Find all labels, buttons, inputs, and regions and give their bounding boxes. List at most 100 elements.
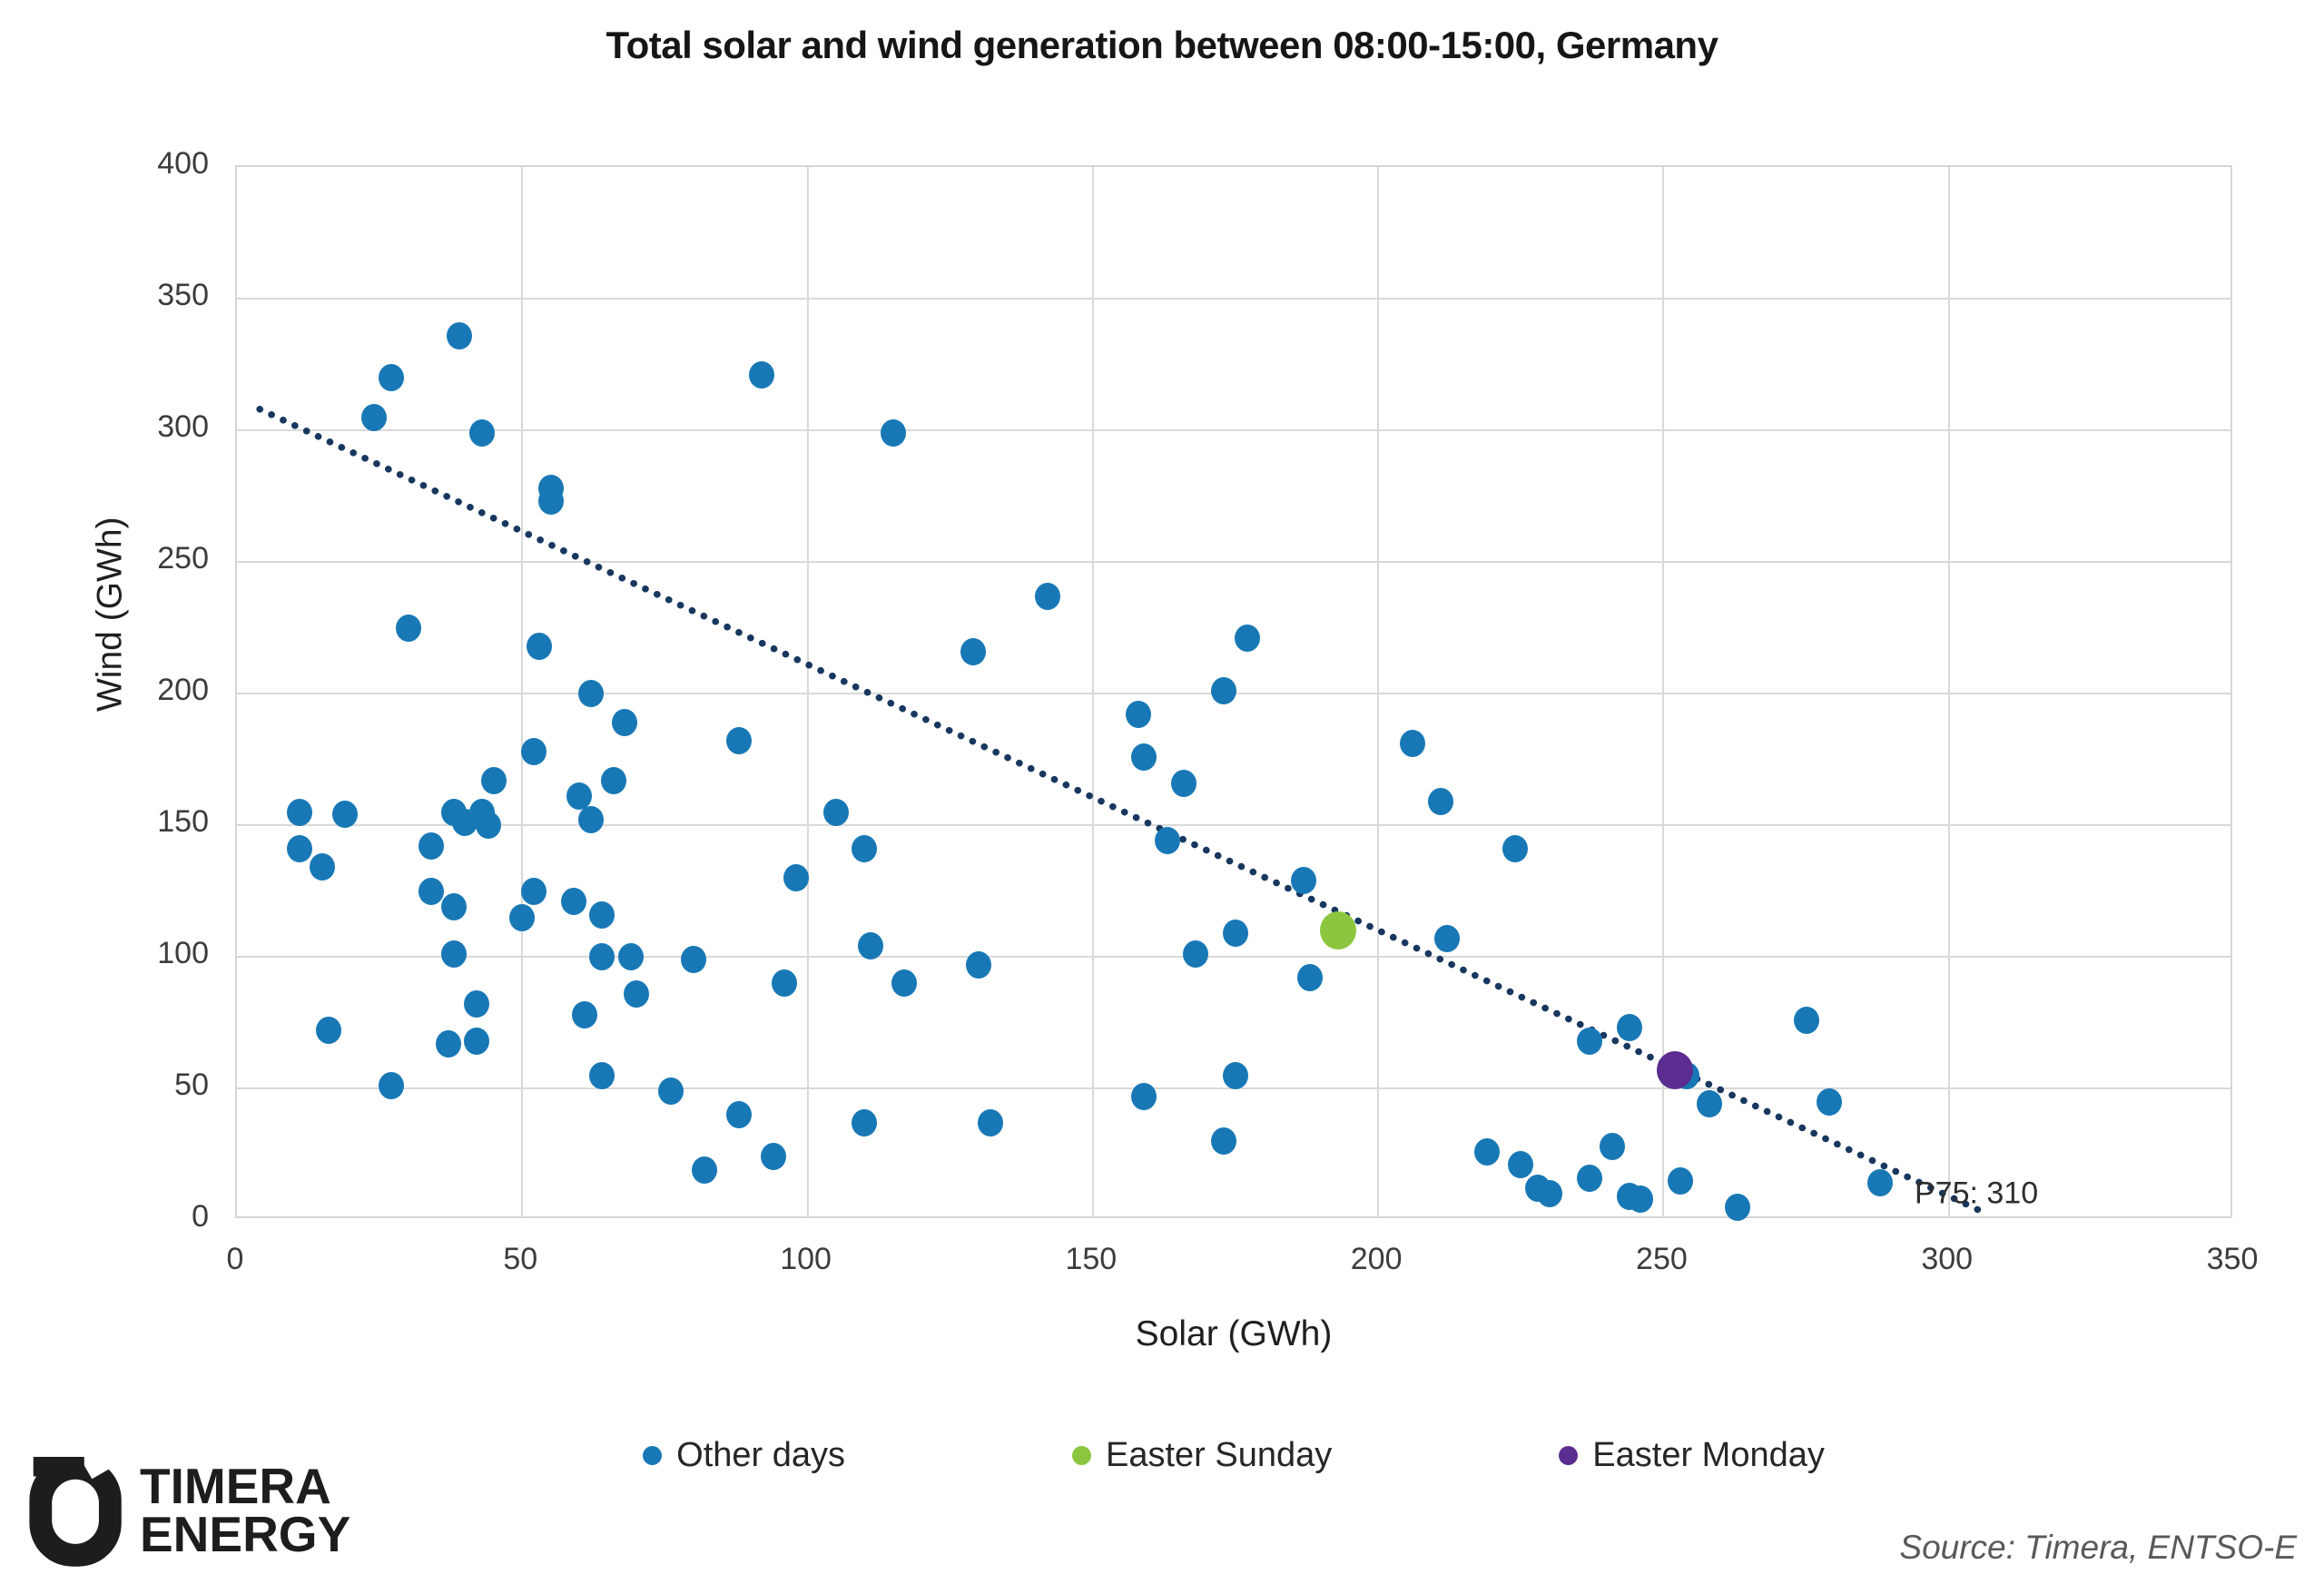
x-tick-label-50: 50	[503, 1242, 538, 1276]
data-point-other-days	[447, 321, 473, 349]
data-point-other-days	[315, 1017, 341, 1045]
legend: Other days Easter Sunday Easter Monday	[235, 1436, 2232, 1475]
data-point-other-days	[1399, 730, 1425, 758]
data-point-other-days	[1473, 1137, 1500, 1166]
legend-item-other-days: Other days	[643, 1436, 845, 1475]
data-point-other-days	[1428, 787, 1454, 815]
gridline-x-250	[1662, 167, 1665, 1216]
data-point-other-days	[783, 864, 809, 891]
data-point-other-days	[657, 1077, 684, 1105]
legend-label: Easter Monday	[1592, 1436, 1825, 1474]
y-tick-label-250: 250	[157, 541, 209, 576]
gridline-x-50	[521, 167, 524, 1216]
gridline-y-300	[237, 429, 2230, 431]
data-point-other-days	[440, 892, 467, 920]
data-point-other-days	[464, 990, 489, 1018]
data-point-other-days	[589, 943, 615, 970]
data-point-other-days	[612, 708, 638, 736]
data-point-other-days	[960, 637, 986, 665]
x-tick-label-0: 0	[226, 1242, 244, 1276]
data-point-other-days	[1668, 1166, 1694, 1195]
data-point-other-days	[823, 798, 849, 826]
data-point-other-days	[1154, 827, 1180, 855]
data-point-other-days	[857, 932, 883, 960]
gridline-y-250	[237, 561, 2230, 563]
data-point-other-days	[589, 900, 615, 929]
data-point-other-days	[1234, 625, 1260, 653]
legend-swatch-icon	[1559, 1446, 1579, 1465]
data-point-other-days	[527, 632, 553, 660]
x-tick-label-350: 350	[2206, 1242, 2259, 1276]
data-point-other-days	[617, 943, 644, 970]
data-point-other-days	[360, 403, 387, 431]
data-point-other-days	[566, 782, 593, 811]
data-point-other-days	[475, 812, 501, 839]
data-point-other-days	[452, 809, 478, 837]
gridline-y-100	[237, 956, 2230, 958]
chart-title: Total solar and wind generation between …	[606, 24, 1718, 66]
data-point-other-days	[891, 969, 918, 997]
timera-logo-mark-icon	[25, 1418, 138, 1575]
legend-label: Easter Sunday	[1106, 1436, 1333, 1474]
x-tick-label-200: 200	[1350, 1242, 1403, 1276]
logo-line-2: ENERGY	[140, 1505, 351, 1562]
gridline-y-150	[237, 824, 2230, 826]
data-point-other-days	[572, 1000, 598, 1028]
data-point-easter-monday	[1657, 1050, 1693, 1089]
timera-logo: TIMERA ENERGY	[25, 1418, 351, 1575]
data-point-other-days	[1131, 1082, 1157, 1110]
data-point-other-days	[395, 614, 421, 642]
data-point-other-days	[1223, 1061, 1248, 1089]
data-point-other-days	[966, 950, 992, 979]
data-point-other-days	[1696, 1090, 1722, 1118]
legend-item-easter-monday: Easter Monday	[1559, 1436, 1825, 1475]
data-point-other-days	[1816, 1087, 1842, 1116]
gridline-x-150	[1091, 167, 1094, 1216]
data-point-other-days	[464, 1027, 489, 1055]
source-text: Source: Timera, ENTSO-E	[1899, 1529, 2297, 1566]
data-point-other-days	[1508, 1151, 1534, 1179]
data-point-other-days	[692, 1156, 718, 1184]
data-point-other-days	[1616, 1014, 1642, 1042]
data-point-other-days	[1126, 701, 1152, 729]
data-point-other-days	[1536, 1180, 1562, 1207]
data-point-other-days	[520, 877, 547, 905]
data-point-other-days	[469, 418, 496, 447]
legend-swatch-icon	[1072, 1446, 1092, 1465]
data-point-other-days	[852, 835, 878, 863]
x-tick-label-250: 250	[1636, 1242, 1688, 1276]
data-point-other-days	[624, 979, 649, 1008]
data-point-other-days	[760, 1143, 786, 1171]
data-point-other-days	[1171, 769, 1197, 797]
plot-area: P75: 310	[235, 165, 2232, 1221]
trendline-annotation: P75: 310	[1915, 1176, 2039, 1211]
data-point-other-days	[749, 361, 775, 389]
gridline-x-100	[806, 167, 809, 1216]
data-point-other-days	[680, 945, 706, 973]
data-point-other-days	[1034, 582, 1060, 610]
data-point-other-days	[1502, 835, 1528, 863]
x-axis-title: Solar (GWh)	[1135, 1314, 1333, 1353]
data-point-other-days	[287, 835, 313, 863]
data-point-other-days	[726, 727, 753, 755]
y-tick-label-100: 100	[157, 936, 209, 970]
data-point-other-days	[1291, 866, 1317, 894]
data-point-other-days	[1576, 1027, 1602, 1055]
data-point-other-days	[378, 1072, 404, 1100]
data-point-other-days	[1296, 964, 1323, 992]
data-point-other-days	[589, 1061, 615, 1089]
data-point-other-days	[435, 1029, 461, 1058]
data-point-other-days	[287, 798, 313, 826]
data-point-other-days	[418, 832, 444, 861]
data-point-other-days	[726, 1101, 753, 1128]
legend-item-easter-sunday: Easter Sunday	[1072, 1436, 1332, 1475]
gridline-y-350	[237, 298, 2230, 300]
data-point-other-days	[1599, 1132, 1625, 1160]
data-point-other-days	[1183, 940, 1208, 969]
legend-label: Other days	[676, 1436, 846, 1474]
y-tick-label-300: 300	[157, 409, 209, 444]
data-point-other-days	[772, 969, 798, 997]
data-point-other-days	[332, 801, 359, 829]
x-tick-label-100: 100	[780, 1242, 832, 1276]
data-point-other-days	[509, 903, 536, 931]
